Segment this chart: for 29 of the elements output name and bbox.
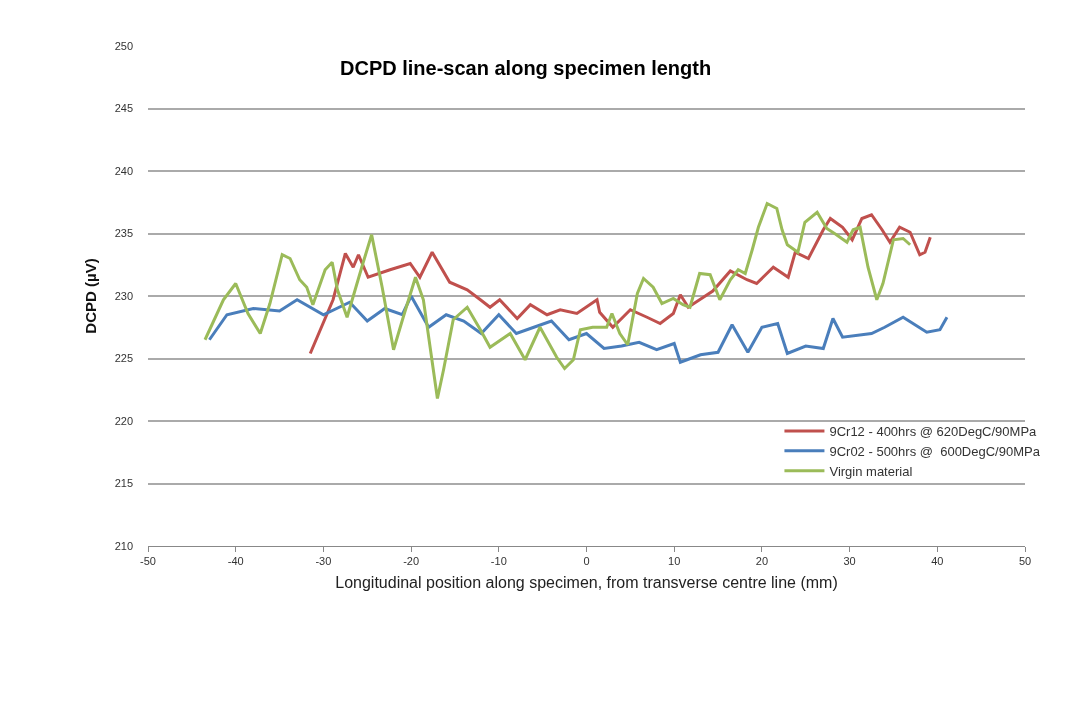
x-tick-label: 20 (755, 555, 769, 568)
x-tick-label: -10 (490, 555, 507, 568)
x-tick-label: 30 (843, 555, 856, 568)
y-axis-title: DCPD (µV) (81, 258, 99, 334)
text: DCPD line-scan along specimen length (340, 57, 712, 79)
y-tick-label: 235 (114, 227, 133, 240)
y-tick-label: 220 (114, 414, 133, 427)
y-tick-label: 240 (114, 164, 133, 177)
legend-label: 9Cr02 - 500hrs @ 600DegC/90MPa (829, 443, 1041, 459)
x-axis-title: Longitudinal position along specimen, from transverse centre line (mm) (335, 573, 838, 591)
line-series (207, 294, 949, 364)
y-tick-label: 245 (114, 102, 133, 115)
x-tick-label: -20 (403, 555, 420, 568)
y-tick-label: 210 (114, 539, 133, 552)
x-tick-label: 0 (583, 555, 590, 568)
x-tick-label: 40 (931, 555, 944, 568)
line-series (203, 202, 912, 400)
y-tick-label: 250 (114, 39, 133, 52)
x-tick-label: -30 (315, 555, 332, 568)
y-tick-label: 225 (114, 352, 133, 365)
x-tick-label: -40 (227, 555, 244, 568)
x-tick-label: 50 (1018, 555, 1032, 568)
x-tick-label: -50 (140, 555, 156, 568)
legend-label: 9Cr12 - 400hrs @ 620DegC/90MPa (829, 424, 1038, 440)
y-tick-label: 230 (114, 289, 133, 302)
line-series (308, 213, 932, 355)
legend-label: Virgin material (829, 463, 913, 479)
y-tick-label: 215 (114, 477, 133, 490)
x-tick-label: 10 (668, 555, 681, 568)
